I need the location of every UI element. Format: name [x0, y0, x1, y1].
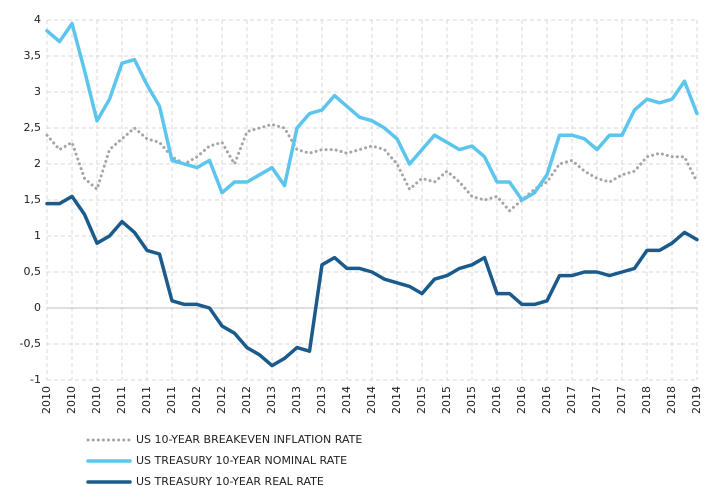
x-tick-label: 2010: [65, 386, 78, 414]
y-tick-label: 3,5: [24, 49, 42, 62]
x-tick-label: 2017: [590, 386, 603, 414]
series-line: [45, 21, 699, 202]
legend-label: US TREASURY 10-YEAR NOMINAL RATE: [136, 454, 347, 467]
x-tick-label: 2010: [90, 386, 103, 414]
x-tick-label: 2014: [390, 386, 403, 414]
y-tick-label: 2: [34, 157, 41, 170]
x-tick-label: 2012: [190, 386, 203, 414]
series-line: [45, 194, 699, 368]
x-tick-label: 2014: [365, 386, 378, 414]
y-tick-label: -0,5: [20, 337, 41, 350]
x-tick-label: 2016: [515, 386, 528, 414]
x-tick-label: 2015: [440, 386, 453, 414]
x-tick-label: 2011: [140, 386, 153, 414]
x-tick-label: 2011: [115, 386, 128, 414]
x-tick-label: 2011: [165, 386, 178, 414]
x-tick-label: 2017: [565, 386, 578, 414]
x-tick-label: 2013: [290, 386, 303, 414]
y-tick-label: 2,5: [24, 121, 42, 134]
x-tick-label: 2015: [415, 386, 428, 414]
y-tick-label: 0,5: [24, 265, 42, 278]
y-tick-label: 4: [34, 13, 41, 26]
x-tick-label: 2016: [540, 386, 553, 414]
x-tick-label: 2012: [240, 386, 253, 414]
y-tick-label: 1: [34, 229, 41, 242]
x-tick-label: 2019: [690, 386, 703, 414]
x-tick-label: 2018: [640, 386, 653, 414]
legend-label: US 10-YEAR BREAKEVEN INFLATION RATE: [136, 433, 362, 446]
x-tick-label: 2013: [265, 386, 278, 414]
y-tick-label: 0: [34, 301, 41, 314]
x-tick-label: 2010: [40, 386, 53, 414]
legend-label: US TREASURY 10-YEAR REAL RATE: [136, 475, 324, 486]
x-tick-label: 2014: [340, 386, 353, 414]
x-tick-label: 2018: [665, 386, 678, 414]
y-tick-label: -1: [30, 373, 41, 386]
y-tick-label: 1,5: [24, 193, 42, 206]
x-tick-label: 2017: [615, 386, 628, 414]
x-tick-label: 2013: [315, 386, 328, 414]
x-tick-label: 2016: [490, 386, 503, 414]
x-tick-label: 2012: [215, 386, 228, 414]
series-line: [45, 122, 699, 213]
x-tick-label: 2015: [465, 386, 478, 414]
y-tick-label: 3: [34, 85, 41, 98]
